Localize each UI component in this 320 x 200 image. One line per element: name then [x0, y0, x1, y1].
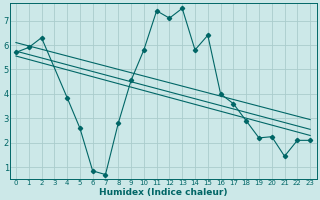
X-axis label: Humidex (Indice chaleur): Humidex (Indice chaleur)	[99, 188, 227, 197]
